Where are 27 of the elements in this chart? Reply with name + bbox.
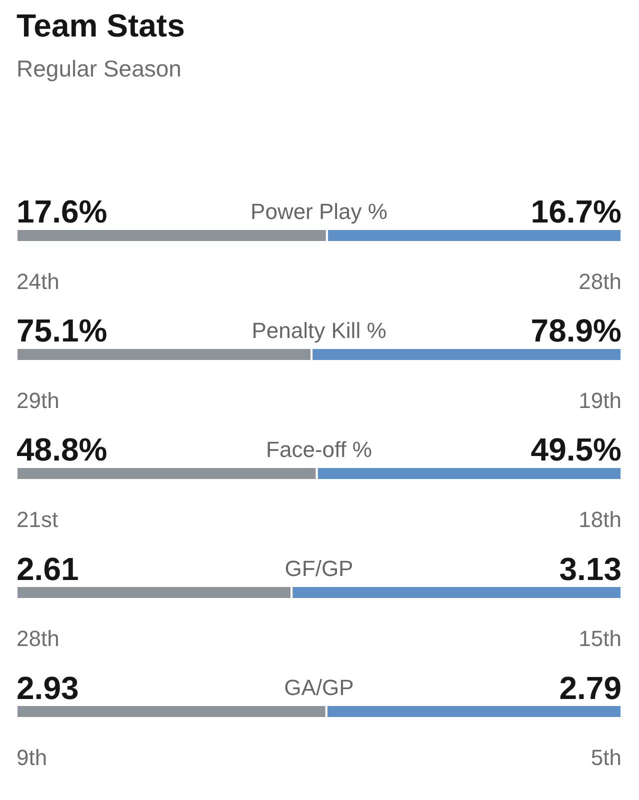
annotation: 28th: [16, 626, 60, 651]
data-label: 16.7%: [530, 194, 622, 230]
y-tick-label: Penalty Kill %: [252, 318, 386, 343]
data-label: 2.61: [16, 551, 79, 587]
data-label: 3.13: [559, 551, 622, 587]
data-label: 75.1%: [16, 312, 108, 348]
data-label: 17.6%: [16, 194, 108, 230]
annotation: 21st: [16, 507, 58, 532]
data-label: 2.93: [16, 670, 79, 706]
annotation: 5th: [590, 745, 622, 770]
data-label: 2.79: [559, 670, 622, 706]
annotation: 18th: [578, 507, 622, 532]
annotation: 19th: [578, 388, 622, 413]
chart-title: Team Stats: [16, 8, 185, 44]
y-tick-label: Face-off %: [266, 437, 372, 462]
y-tick-label: GA/GP: [284, 675, 354, 700]
annotation: 29th: [16, 388, 60, 413]
data-label: 48.8%: [16, 432, 108, 468]
chart-subtitle: Regular Season: [16, 56, 182, 82]
annotation: 9th: [16, 745, 48, 770]
y-tick-label: Power Play %: [250, 199, 388, 224]
y-tick-label: GF/GP: [284, 556, 354, 581]
annotation: 15th: [578, 626, 622, 651]
data-label: 78.9%: [530, 312, 622, 348]
data-label: 49.5%: [530, 432, 622, 468]
annotation: 28th: [578, 269, 622, 294]
annotation: 24th: [16, 269, 60, 294]
